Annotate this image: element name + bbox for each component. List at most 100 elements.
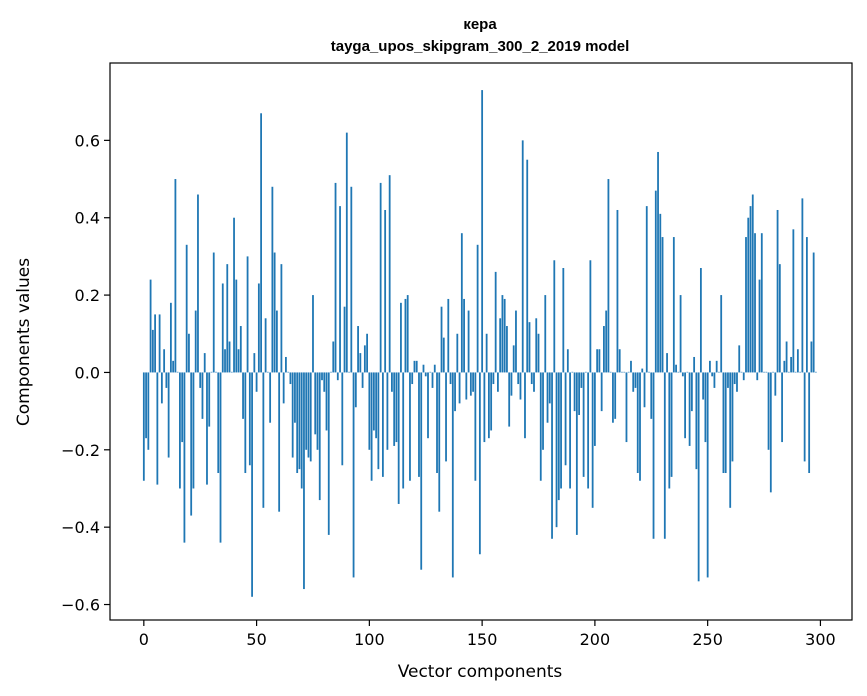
bar-164 (512, 345, 515, 373)
bar-46 (246, 256, 249, 373)
bar-111 (393, 372, 396, 446)
bar-75 (312, 295, 314, 373)
bar-271 (754, 233, 756, 373)
bar-198 (589, 260, 592, 373)
y-axis-label: Components values (14, 258, 34, 426)
bar-48 (251, 372, 253, 597)
bar-143 (465, 372, 468, 400)
bar-283 (781, 372, 783, 443)
x-tick-label-250: 250 (692, 630, 723, 649)
bar-161 (506, 326, 508, 373)
bar-163 (510, 372, 513, 396)
bar-1 (145, 372, 147, 439)
bar-54 (264, 318, 267, 373)
bar-23 (194, 310, 197, 373)
bar-227 (654, 190, 657, 373)
bar-81 (325, 372, 328, 431)
bar-98 (363, 345, 366, 373)
bar-249 (704, 372, 707, 443)
bar-202 (598, 349, 601, 373)
bar-162 (508, 372, 511, 427)
bar-207 (609, 371, 612, 373)
bar-274 (760, 233, 763, 373)
bar-244 (693, 356, 696, 373)
bar-94 (354, 372, 357, 408)
bar-173 (533, 372, 535, 392)
bar-136 (449, 372, 452, 385)
bar-151 (483, 372, 486, 443)
bar-149 (478, 372, 481, 555)
bar-8 (160, 372, 163, 404)
bar-19 (185, 244, 188, 373)
bar-116 (404, 298, 407, 373)
bar-88 (341, 372, 344, 466)
bar-172 (530, 372, 533, 385)
bar-288 (792, 229, 795, 373)
bar-34 (219, 372, 222, 543)
bar-102 (372, 372, 375, 431)
bar-12 (169, 302, 172, 373)
bar-114 (400, 302, 402, 373)
bar-126 (427, 372, 429, 439)
bar-177 (542, 372, 544, 450)
y-tick-label-0: −0.6 (61, 596, 100, 615)
bar-82 (327, 372, 330, 535)
bar-234 (670, 372, 673, 477)
bar-27 (203, 353, 206, 373)
bar-220 (639, 372, 641, 481)
bar-290 (796, 349, 799, 373)
bar-253 (713, 372, 716, 388)
bar-101 (370, 372, 373, 481)
bar-92 (350, 186, 353, 373)
bar-100 (368, 372, 371, 450)
bar-246 (697, 372, 700, 582)
bar-95 (357, 326, 359, 373)
bar-3 (149, 279, 152, 373)
bar-67 (294, 372, 296, 423)
bar-267 (745, 237, 747, 373)
bar-191 (573, 372, 576, 412)
bar-79 (321, 372, 323, 381)
bar-298 (815, 371, 817, 373)
bar-89 (343, 306, 346, 373)
bar-153 (487, 372, 490, 439)
bar-63 (285, 356, 287, 373)
bar-147 (474, 372, 477, 481)
bar-123 (420, 372, 423, 570)
y-tick-label-1: −0.4 (61, 518, 100, 537)
bar-281 (776, 209, 779, 373)
bar-224 (648, 371, 650, 373)
bar-185 (560, 372, 562, 489)
bar-141 (460, 233, 463, 373)
bar-84 (332, 341, 335, 373)
bar-276 (765, 371, 768, 373)
bar-279 (772, 371, 774, 373)
bar-26 (201, 372, 204, 419)
bar-10 (165, 372, 168, 388)
plot-frame (109, 62, 853, 621)
bar-154 (490, 372, 493, 431)
bar-240 (684, 372, 686, 439)
bar-14 (174, 179, 177, 373)
bar-4 (151, 329, 154, 373)
bar-11 (167, 372, 170, 458)
bar-139 (456, 333, 459, 373)
bar-180 (548, 372, 551, 404)
bar-174 (535, 318, 538, 373)
bar-22 (192, 372, 195, 489)
bar-18 (183, 372, 186, 543)
bar-128 (431, 372, 434, 388)
bar-156 (494, 271, 497, 373)
bar-83 (330, 371, 332, 373)
bar-51 (257, 283, 260, 373)
bar-47 (248, 372, 251, 466)
bar-242 (688, 372, 691, 446)
bar-106 (381, 372, 384, 477)
x-axis-label: Vector components (398, 662, 563, 682)
bar-53 (262, 372, 265, 508)
bar-215 (627, 371, 630, 373)
bar-262 (733, 372, 736, 385)
bar-195 (582, 372, 585, 477)
bar-17 (181, 372, 184, 443)
